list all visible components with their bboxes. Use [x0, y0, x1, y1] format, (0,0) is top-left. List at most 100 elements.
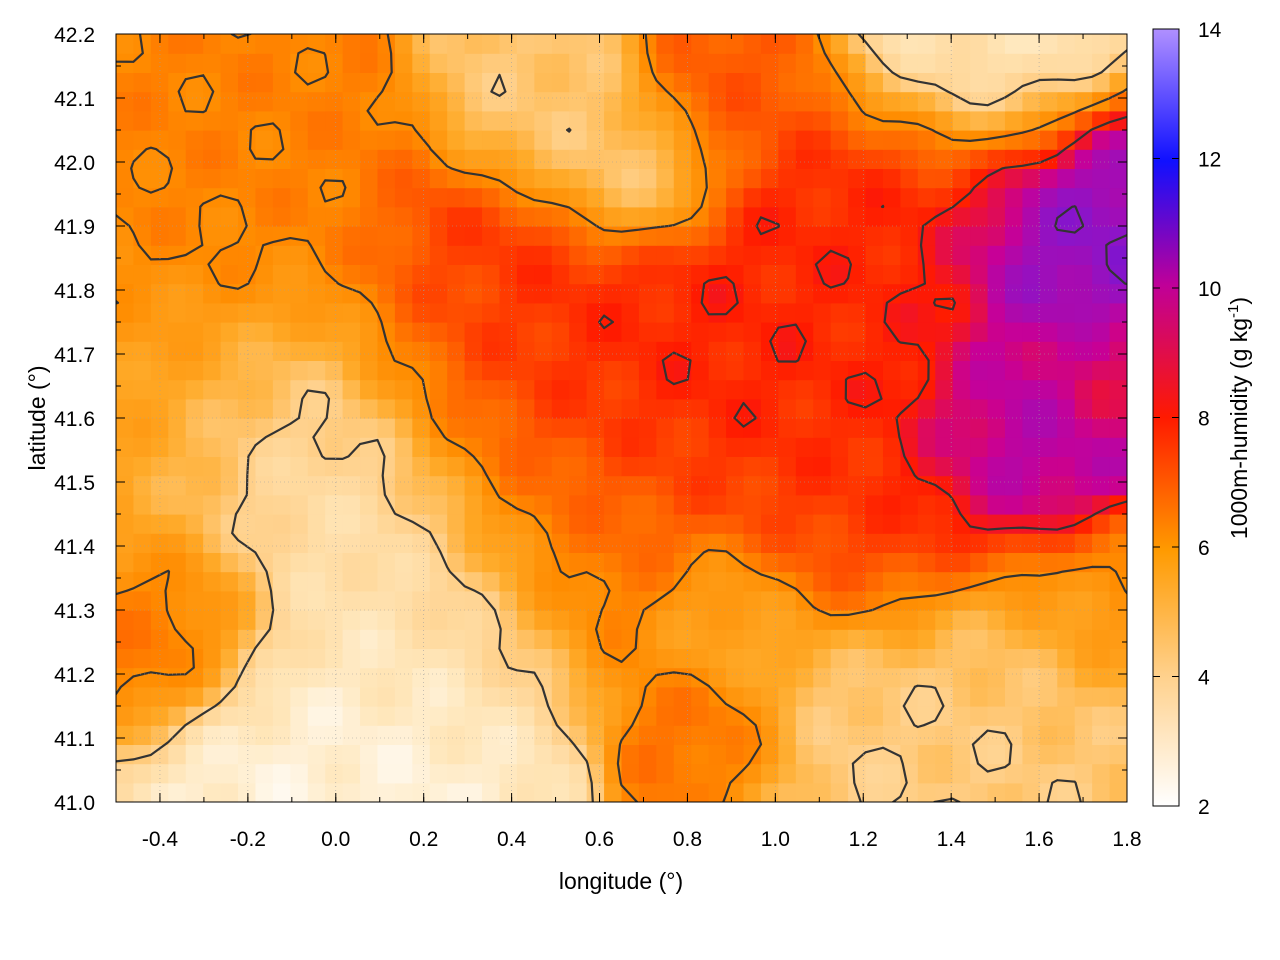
- heat-cell: [551, 72, 570, 93]
- heat-cell: [220, 475, 239, 496]
- heat-cell: [394, 744, 413, 765]
- heat-cell: [150, 437, 169, 457]
- heat-cell: [1057, 149, 1076, 169]
- heat-cell: [778, 725, 797, 745]
- heat-cell: [116, 610, 135, 630]
- heat-cell: [970, 53, 989, 73]
- heat-cell: [1109, 168, 1127, 189]
- heat-cell: [116, 763, 135, 784]
- heat-cell: [1074, 763, 1093, 784]
- heat-cell: [604, 379, 623, 400]
- heat-cell: [482, 360, 501, 381]
- heat-cell: [534, 53, 553, 73]
- heat-cell: [813, 91, 832, 112]
- heat-cell: [377, 782, 396, 802]
- heat-cell: [987, 72, 1006, 93]
- heat-cell: [569, 283, 588, 304]
- heat-cell: [185, 187, 204, 208]
- heat-cell: [534, 418, 553, 438]
- heat-cell: [325, 494, 344, 515]
- heat-cell: [551, 398, 570, 419]
- heat-cell: [1057, 686, 1076, 707]
- heat-cell: [970, 782, 989, 802]
- heat-cell: [534, 187, 553, 208]
- heat-cell: [726, 590, 745, 611]
- heat-cell: [726, 91, 745, 112]
- heat-cell: [551, 744, 570, 765]
- heat-cell: [882, 725, 901, 745]
- heat-cell: [220, 168, 239, 189]
- heat-cell: [325, 590, 344, 611]
- heat-cell: [116, 552, 135, 573]
- heat-cell: [116, 475, 135, 496]
- heat-cell: [1074, 571, 1093, 592]
- heat-cell: [412, 667, 431, 688]
- heat-cell: [743, 130, 762, 150]
- heat-cell: [865, 437, 884, 457]
- heat-cell: [360, 206, 379, 227]
- heat-cell: [656, 283, 675, 304]
- heat-cell: [569, 226, 588, 246]
- heat-cell: [987, 552, 1006, 573]
- heat-cell: [394, 322, 413, 342]
- heat-cell: [778, 552, 797, 573]
- heat-cell: [569, 475, 588, 496]
- heat-cell: [499, 53, 518, 73]
- heat-cell: [412, 302, 431, 323]
- heat-cell: [1109, 264, 1127, 285]
- heat-cell: [203, 475, 222, 496]
- heat-cell: [708, 91, 727, 112]
- heat-cell: [1039, 418, 1058, 438]
- heat-cell: [673, 514, 692, 534]
- heat-cell: [1022, 610, 1041, 630]
- heat-cell: [952, 725, 971, 745]
- heat-cell: [935, 91, 954, 112]
- heat-cell: [412, 610, 431, 630]
- heat-cell: [429, 110, 448, 131]
- heat-cell: [743, 610, 762, 630]
- heat-cell: [691, 379, 710, 400]
- heat-cell: [516, 629, 535, 649]
- heat-cell: [813, 187, 832, 208]
- heat-cell: [952, 706, 971, 726]
- heat-cell: [952, 475, 971, 496]
- heat-cell: [865, 187, 884, 208]
- heat-cell: [116, 456, 135, 477]
- heat-cell: [116, 149, 135, 169]
- heat-cell: [795, 590, 814, 611]
- heat-cell: [238, 110, 257, 131]
- heat-cell: [516, 610, 535, 630]
- heat-cell: [464, 245, 483, 265]
- heat-cell: [865, 782, 884, 802]
- heat-cell: [1039, 533, 1058, 553]
- heat-cell: [255, 725, 274, 745]
- heat-cell: [935, 571, 954, 592]
- heat-cell: [726, 149, 745, 169]
- heat-cell: [290, 283, 309, 304]
- heat-cell: [726, 418, 745, 438]
- heat-cell: [150, 418, 169, 438]
- heat-cell: [238, 629, 257, 649]
- heat-cell: [604, 686, 623, 707]
- heat-cell: [342, 725, 361, 745]
- heat-cell: [220, 34, 239, 54]
- heat-cell: [1057, 341, 1076, 361]
- heat-cell: [325, 283, 344, 304]
- heat-cell: [830, 782, 849, 802]
- heat-cell: [464, 494, 483, 515]
- heat-cell: [691, 686, 710, 707]
- heat-cell: [1022, 110, 1041, 131]
- heat-cell: [1022, 686, 1041, 707]
- heat-cell: [743, 667, 762, 688]
- heat-cell: [1074, 629, 1093, 649]
- heat-cell: [760, 226, 779, 246]
- heat-cell: [638, 725, 657, 745]
- heat-cell: [1022, 322, 1041, 342]
- heat-cell: [952, 648, 971, 669]
- heat-cell: [604, 437, 623, 457]
- heat-cell: [272, 475, 291, 496]
- heat-cell: [1004, 782, 1024, 802]
- heat-cell: [760, 149, 779, 169]
- heat-cell: [429, 226, 448, 246]
- heat-cell: [795, 418, 814, 438]
